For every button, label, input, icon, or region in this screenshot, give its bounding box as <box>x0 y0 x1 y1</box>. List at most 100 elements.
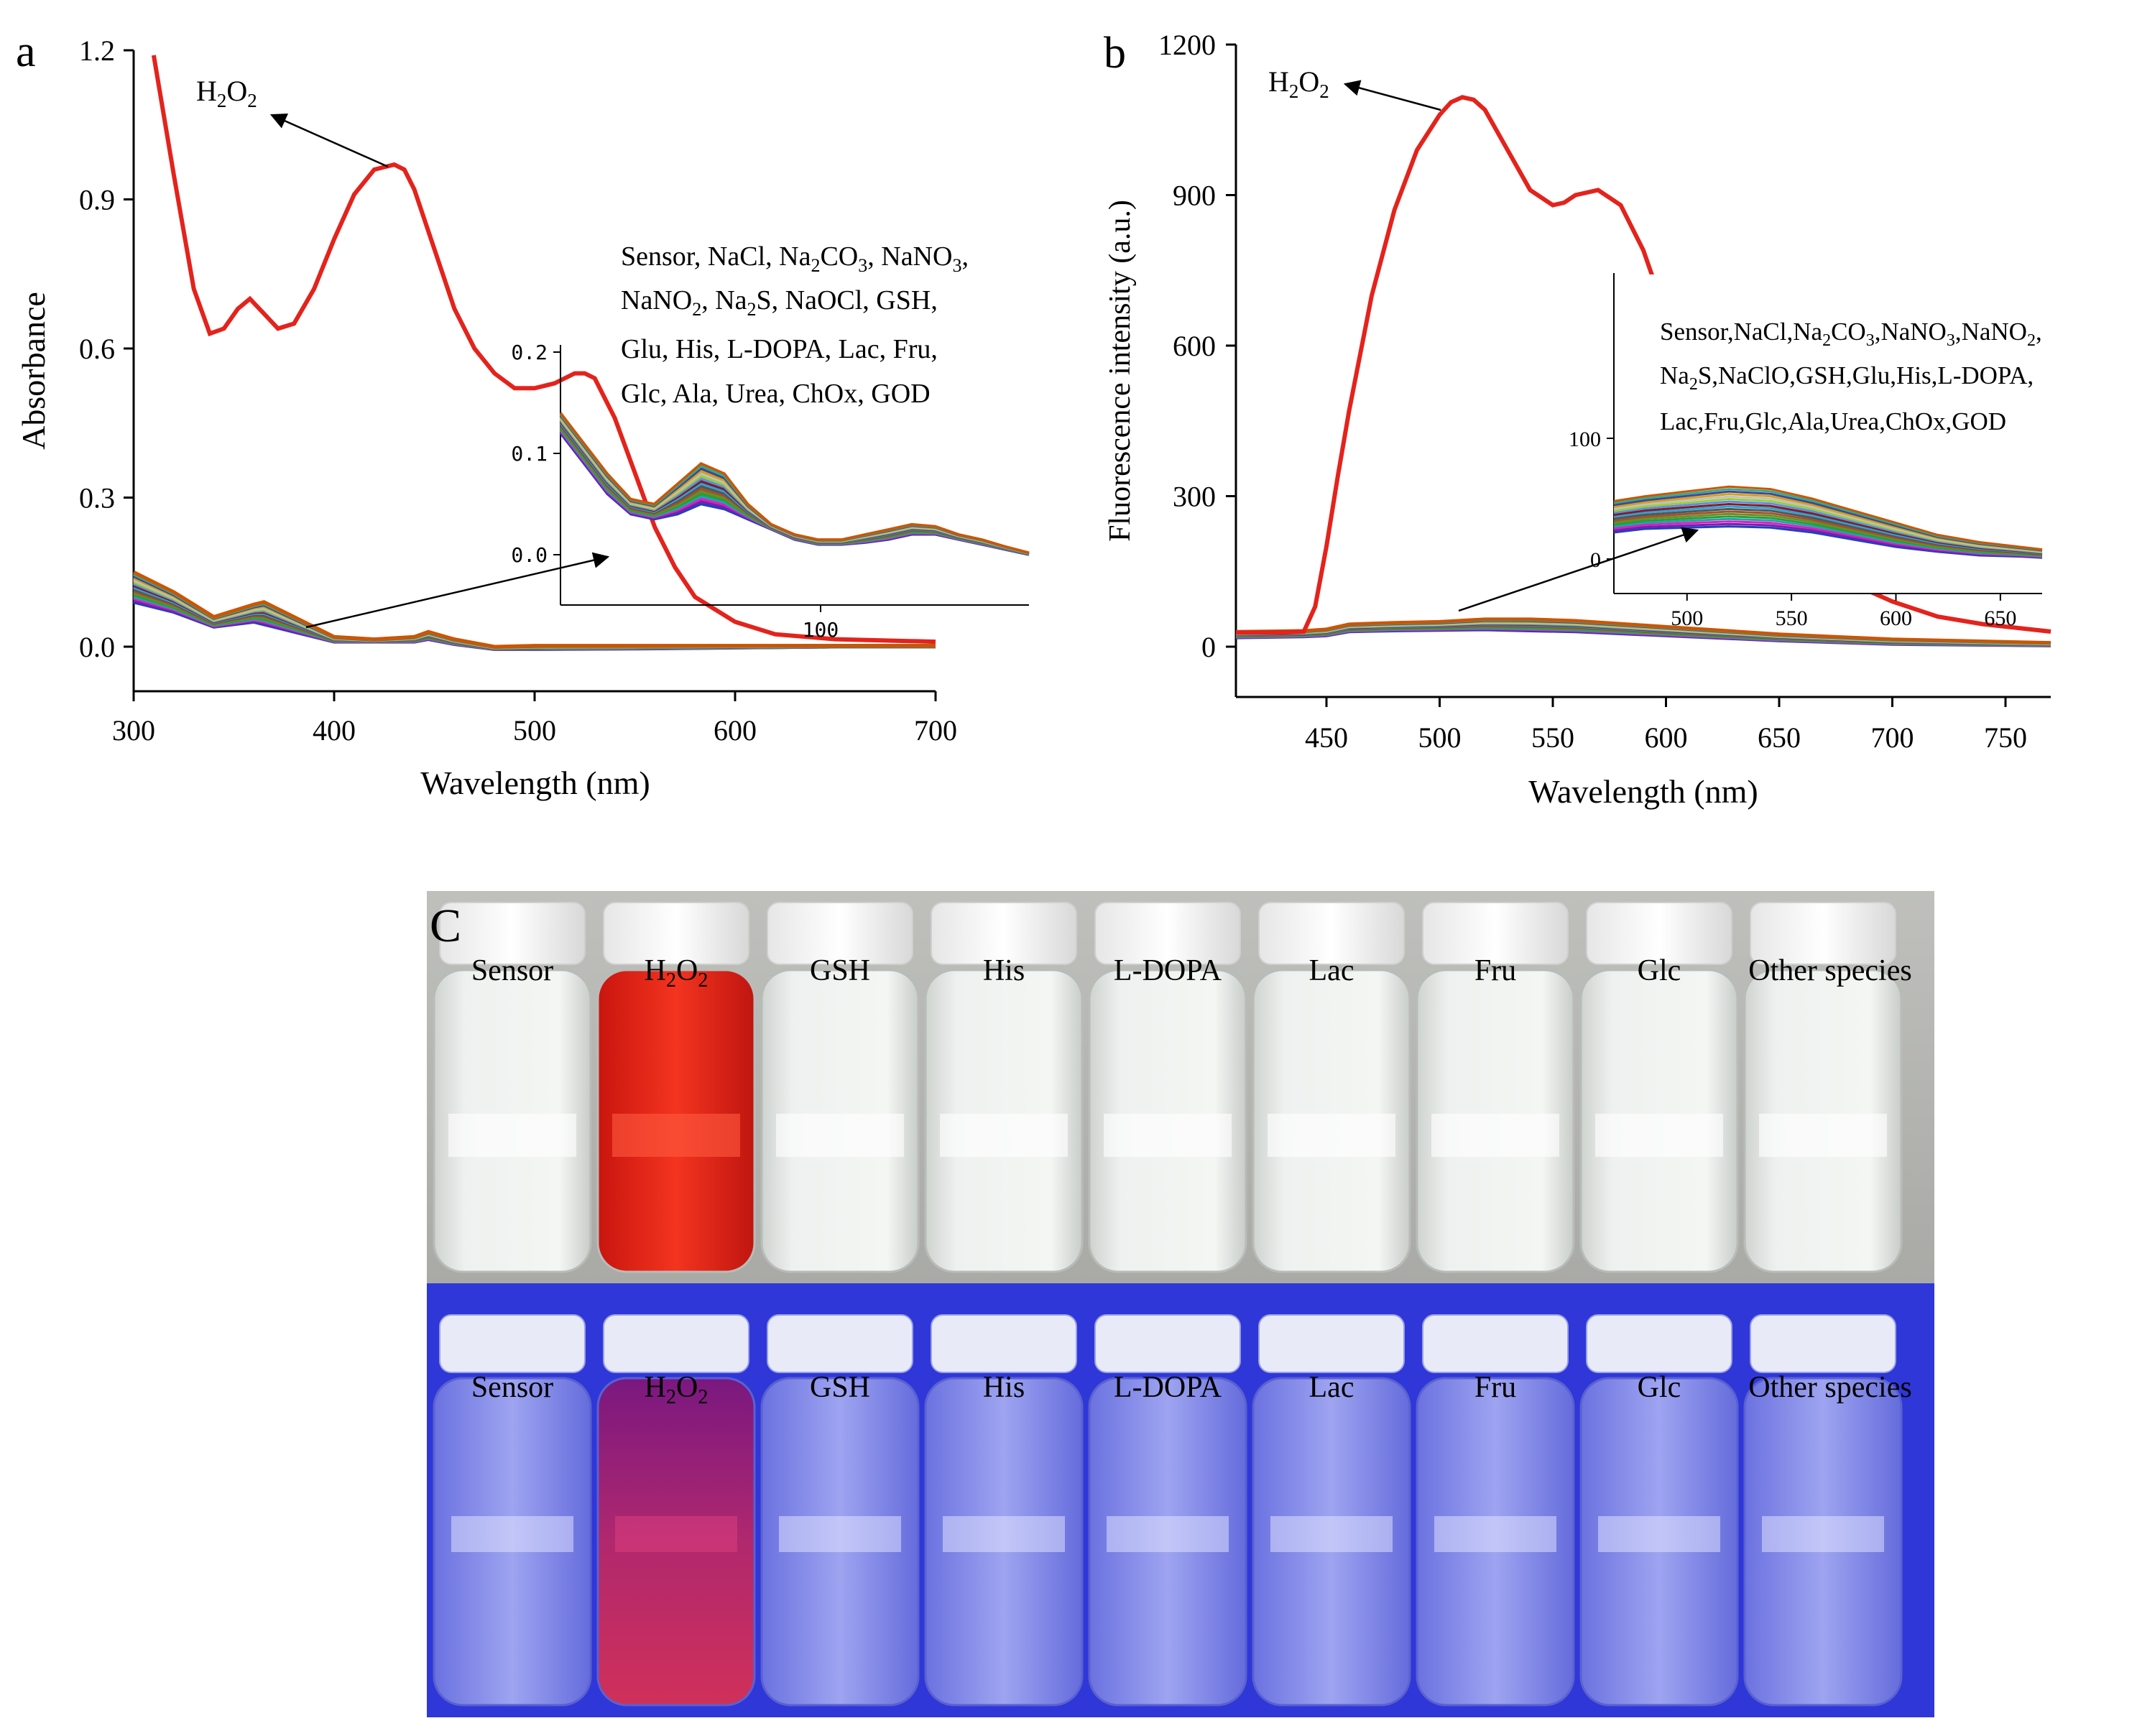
panel-a-interferent-line <box>132 571 936 649</box>
vial-label-daylight: Fru <box>1474 954 1516 987</box>
panel-a-ytick-label: 0.9 <box>79 184 115 216</box>
panel-a-xtick-label: 500 <box>513 714 556 747</box>
vial-cap-uv <box>603 1314 749 1373</box>
vial-uv-reflection <box>1598 1516 1720 1552</box>
vial-reflection <box>448 1114 576 1157</box>
vial-cap-uv <box>767 1314 913 1373</box>
panel-a-ytick-label: 1.2 <box>79 34 115 67</box>
panel-b-inset-xtick-label: 650 <box>1984 606 2016 630</box>
panel-b-inset-xtick-label: 500 <box>1671 606 1703 630</box>
panel-a-legend: Sensor, NaCl, Na2CO3, NaNO3, NaNO2, Na2S… <box>621 241 969 409</box>
panel-b-h2o2-arrow <box>1343 80 1441 111</box>
panel-a-inset-line <box>559 417 1030 555</box>
vial-reflection <box>940 1114 1068 1157</box>
vial-label-uv: GSH <box>810 1371 870 1404</box>
panel-a-legend-line-4: Glc, Ala, Urea, ChOx, GOD <box>621 379 931 409</box>
vial-label-uv: Other species <box>1748 1371 1911 1404</box>
panel-c-label: C <box>430 900 461 952</box>
vial-uv-reflection <box>451 1516 573 1552</box>
panel-b-ytick-label: 600 <box>1173 330 1216 362</box>
panel-a-ylabel: Absorbance <box>15 292 52 450</box>
vial-cap <box>439 902 586 965</box>
panel-a-legend-line-1: Sensor, NaCl, Na2CO3, NaNO3, <box>621 241 969 276</box>
vial-cap <box>1094 902 1241 965</box>
panel-b-h2o2-annotation: H2O2 <box>1268 65 1329 102</box>
vial-label-uv: Lac <box>1309 1371 1354 1404</box>
vial-label-daylight: L-DOPA <box>1114 954 1222 987</box>
panel-b-ylabel: Fluorescence intensity (a.u.) <box>1104 200 1137 542</box>
panel-b-legend-line-3: Lac,Fru,Glc,Ala,Urea,ChOx,GOD <box>1660 407 2006 435</box>
panel-b-inset-ytick-label: 100 <box>1569 428 1601 451</box>
vial-reflection <box>1431 1114 1559 1157</box>
panel-a-legend-line-2: NaNO2, Na2S, NaOCl, GSH, <box>621 285 938 320</box>
panel-a-xtick-label: 300 <box>112 714 155 747</box>
panel-a-xlabel: Wavelength (nm) <box>420 765 650 801</box>
panel-a-inset-ytick-label: 0.1 <box>511 442 548 466</box>
vial-cap-uv <box>931 1314 1077 1373</box>
vial-label-daylight: Other species <box>1748 954 1911 987</box>
panel-a-inset-ytick-label: 0.0 <box>511 543 548 567</box>
panel-a-ytick-label: 0.3 <box>79 482 115 514</box>
panel-a-xtick-label: 400 <box>313 714 356 747</box>
panel-a-ytick-label: 0.0 <box>79 631 115 663</box>
panel-b-xtick-label: 500 <box>1418 721 1462 754</box>
panel-b: b 0 300 600 900 1200 450 500 550 600 650 700 750 F… <box>1104 29 2051 810</box>
panel-b-inset-xtick-label: 550 <box>1776 606 1808 630</box>
panel-b-inset-ytick-label: 0 <box>1590 548 1601 572</box>
vial-label-uv: Glc <box>1638 1371 1681 1404</box>
panel-c: C Sensor Sensor H2O2 H2O2 GSH GSH His His L-DOPA… <box>427 891 1934 1717</box>
panel-b-axes: 0 300 600 900 1200 450 500 550 600 650 700 750 <box>1158 29 2051 754</box>
panel-b-label: b <box>1104 29 1126 78</box>
vial-cap-uv <box>1094 1314 1241 1373</box>
panel-b-inset-arrow <box>1458 527 1699 612</box>
panel-a-xtick-label: 700 <box>914 714 957 747</box>
vial-uv-reflection <box>615 1516 737 1552</box>
panel-a-h2o2-arrow <box>269 113 389 168</box>
vial-cap-uv <box>1586 1314 1732 1373</box>
panel-b-legend-line-1: Sensor,NaCl,Na2CO3,NaNO3,NaNO2, <box>1660 318 2042 350</box>
vial-uv-reflection <box>1434 1516 1556 1552</box>
panel-a-label: a <box>16 27 36 76</box>
panel-b-legend-line-2: Na2S,NaClO,GSH,Glu,His,L-DOPA, <box>1660 361 2034 394</box>
vial-uv-reflection <box>1762 1516 1884 1552</box>
panel-b-inset-line <box>1613 485 2043 551</box>
panel-b-ytick-label: 0 <box>1201 631 1216 663</box>
vial-uv-reflection <box>779 1516 901 1552</box>
vial-label-daylight: Lac <box>1309 954 1354 987</box>
vial-label-uv: H2O2 <box>645 1371 709 1408</box>
panel-b-legend: Sensor,NaCl,Na2CO3,NaNO3,NaNO2, Na2S,NaC… <box>1660 318 2042 435</box>
panel-b-xtick-label: 550 <box>1531 721 1574 754</box>
vial-label-daylight: Sensor <box>471 954 553 987</box>
vial-reflection <box>776 1114 904 1157</box>
panel-b-xtick-label: 700 <box>1871 721 1914 754</box>
panel-b-xtick-label: 650 <box>1758 721 1801 754</box>
vial-label-daylight: His <box>983 954 1025 987</box>
panel-b-xlabel: Wavelength (nm) <box>1528 773 1758 810</box>
panel-a-h2o2-annotation: H2O2 <box>196 75 257 111</box>
panel-a-h2o2-curve <box>151 55 936 645</box>
vial-reflection <box>1268 1114 1395 1157</box>
vial-cap <box>767 902 913 965</box>
vial-label-uv: His <box>983 1371 1025 1404</box>
panel-a-inset-line <box>559 415 1030 555</box>
panel-b-xtick-label: 600 <box>1645 721 1688 754</box>
vial-label-daylight: Glc <box>1638 954 1681 987</box>
vial-reflection <box>1595 1114 1723 1157</box>
vial-label-uv: L-DOPA <box>1114 1371 1222 1404</box>
vial-cap <box>931 902 1077 965</box>
panel-b-xtick-label: 450 <box>1305 721 1348 754</box>
panel-a: a 0.0 0.3 0.6 0.9 1.2 300 400 500 600 700 Absorb… <box>15 27 1030 801</box>
vial-cap-uv <box>1258 1314 1405 1373</box>
panel-b-inset-xtick-label: 600 <box>1880 606 1912 630</box>
panel-a-inset-line <box>559 413 1030 555</box>
panel-a-axes: 0.0 0.3 0.6 0.9 1.2 300 400 500 600 700 <box>79 34 957 747</box>
vial-uv-reflection <box>1270 1516 1393 1552</box>
panel-a-inset-ytick-label: 0.2 <box>511 341 548 364</box>
vial-reflection <box>612 1114 740 1157</box>
vial-label-uv: Sensor <box>471 1371 553 1404</box>
panel-a-inset-line <box>559 412 1030 554</box>
panel-b-ytick-label: 1200 <box>1158 29 1216 61</box>
panel-b-xtick-label: 750 <box>1984 721 2027 754</box>
panel-a-ytick-label: 0.6 <box>79 333 115 365</box>
vial-uv-reflection <box>943 1516 1065 1552</box>
